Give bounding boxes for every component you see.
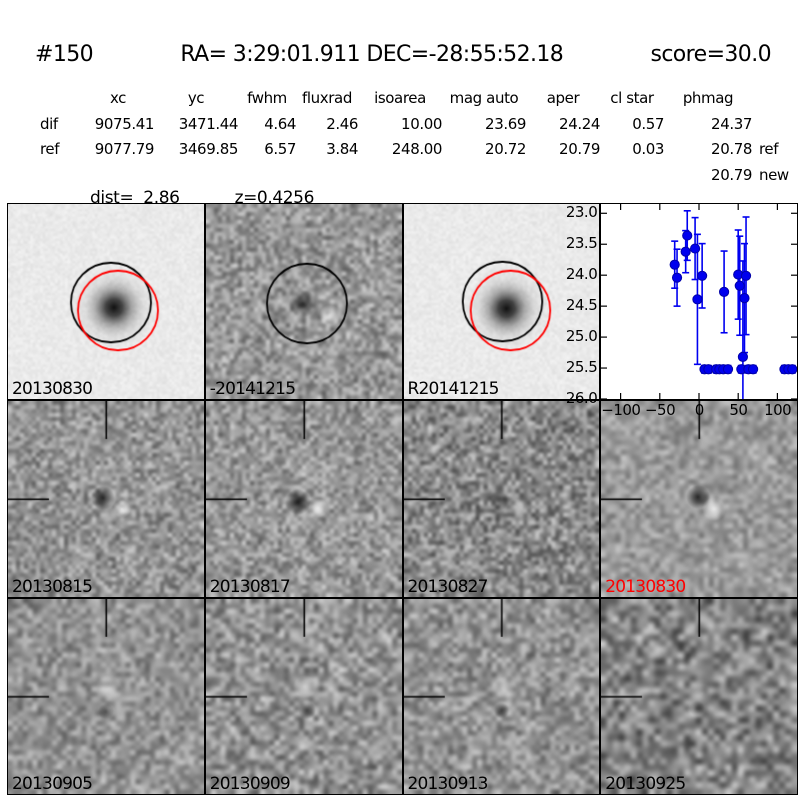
difference-image-cutout — [403, 401, 600, 597]
data-point — [682, 230, 693, 241]
col-isoarea: isoarea — [374, 89, 426, 107]
data-point — [741, 270, 752, 281]
new-image-cutout — [8, 204, 204, 400]
col-cl-star: cl star — [610, 89, 654, 107]
light-curve-panel: 23.0 23.5 24.0 24.5 25.0 25.5 26.0 −100 −50 0 50 10… — [566, 203, 798, 418]
col-xc: xc — [109, 89, 127, 107]
y-tick-label: 23.0 — [565, 203, 598, 222]
cutout-label: 20130815 — [12, 576, 93, 597]
cutout-diff-20130815: 20130815 — [7, 400, 205, 598]
x-tick-label: 0 — [694, 401, 705, 419]
cutout-diff-20141215: -20141215 — [204, 203, 403, 401]
photometry-table: xc yc fwhm fluxrad isoarea mag auto aper… — [36, 86, 796, 188]
cutout-label: 20130905 — [12, 773, 93, 794]
cutout-new-20130830: 20130830 — [7, 203, 205, 401]
cutout-diff-20130925: 20130925 — [600, 597, 798, 795]
data-point — [672, 272, 683, 283]
y-tick-label: 26.0 — [565, 389, 598, 407]
y-tick-label: 24.5 — [565, 296, 598, 315]
reference-image-cutout — [403, 204, 600, 400]
candidate-id: #150 — [35, 42, 94, 67]
col-fwhm: fwhm — [247, 89, 287, 107]
cutout-label: 20130830 — [12, 379, 93, 400]
table-header-row: xc yc fwhm fluxrad isoarea mag auto aper… — [36, 86, 796, 112]
data-point — [739, 292, 750, 304]
data-point — [680, 246, 692, 257]
data-point — [697, 270, 708, 281]
difference-image-cutout — [205, 401, 402, 597]
y-tick-label: 23.5 — [565, 234, 598, 253]
difference-image-cutout — [403, 598, 600, 794]
y-tick-label: 25.5 — [565, 358, 598, 377]
data-point — [690, 243, 701, 254]
table-row-dif: dif 9075.41 3471.44 4.64 2.46 10.00 23.6… — [40, 114, 752, 133]
cutout-label: R20141215 — [407, 379, 500, 400]
data-point — [723, 364, 734, 375]
data-point — [719, 286, 730, 298]
cutout-label: 20130913 — [407, 773, 489, 794]
data-point — [692, 294, 703, 305]
cutout-label: 20130925 — [605, 773, 686, 794]
cutout-label: -20141215 — [209, 379, 296, 400]
coordinates: RA= 3:29:01.911 DEC=-28:55:52.18 — [180, 42, 564, 67]
header-title: #150 RA= 3:29:01.911 DEC=-28:55:52.18 sc… — [35, 42, 772, 67]
cutout-diff-20130909: 20130909 — [204, 597, 403, 795]
table-row-ref: ref 9077.79 3469.85 6.57 3.84 248.00 20.… — [40, 140, 779, 158]
data-point — [787, 364, 798, 375]
cutout-diff-20130827: 20130827 — [402, 400, 601, 598]
cutout-diff-20130905: 20130905 — [7, 597, 205, 795]
data-point — [738, 351, 749, 363]
data-point — [669, 259, 681, 270]
difference-image-cutout — [8, 598, 204, 794]
col-mag-auto: mag auto — [449, 89, 519, 107]
cutout-grid: 20130830 -20141215 R20141215 23.0 23.5 24.… — [7, 203, 798, 795]
x-tick-label: 100 — [764, 401, 792, 419]
cutout-diff-20130830: 20130830 — [600, 400, 798, 598]
cutout-diff-20130817: 20130817 — [204, 400, 403, 598]
col-fluxrad: fluxrad — [302, 89, 352, 107]
difference-image-cutout — [8, 401, 204, 597]
x-tick-label: 50 — [729, 401, 748, 419]
score-value: score=30.0 — [650, 42, 771, 67]
col-yc: yc — [187, 89, 205, 107]
x-tick-label: −100 — [601, 401, 641, 419]
x-tick-label: −50 — [644, 401, 676, 419]
cutout-label: 20130817 — [209, 576, 291, 597]
dist-z-line: dist= 2.86 z=0.4256 — [80, 168, 314, 208]
difference-image-cutout — [601, 401, 797, 597]
cutout-label: 20130827 — [407, 576, 489, 597]
light-curve-chart — [601, 204, 798, 399]
y-tick-label: 24.0 — [565, 265, 598, 284]
data-point — [748, 364, 759, 375]
difference-image-cutout — [601, 598, 797, 794]
col-phmag: phmag — [682, 89, 734, 107]
col-aper: aper — [546, 89, 580, 107]
cutout-label: 20130909 — [209, 773, 291, 794]
cutout-label-highlighted: 20130830 — [605, 576, 686, 597]
y-tick-label: 25.0 — [565, 327, 598, 346]
table-row-phmag-new: 20.79 new — [711, 165, 789, 184]
cutout-ref-20141215: R20141215 — [402, 203, 601, 401]
data-point — [734, 280, 746, 291]
cutout-diff-20130913: 20130913 — [402, 597, 601, 795]
difference-image-cutout — [205, 598, 402, 794]
difference-image-cutout — [205, 204, 402, 400]
